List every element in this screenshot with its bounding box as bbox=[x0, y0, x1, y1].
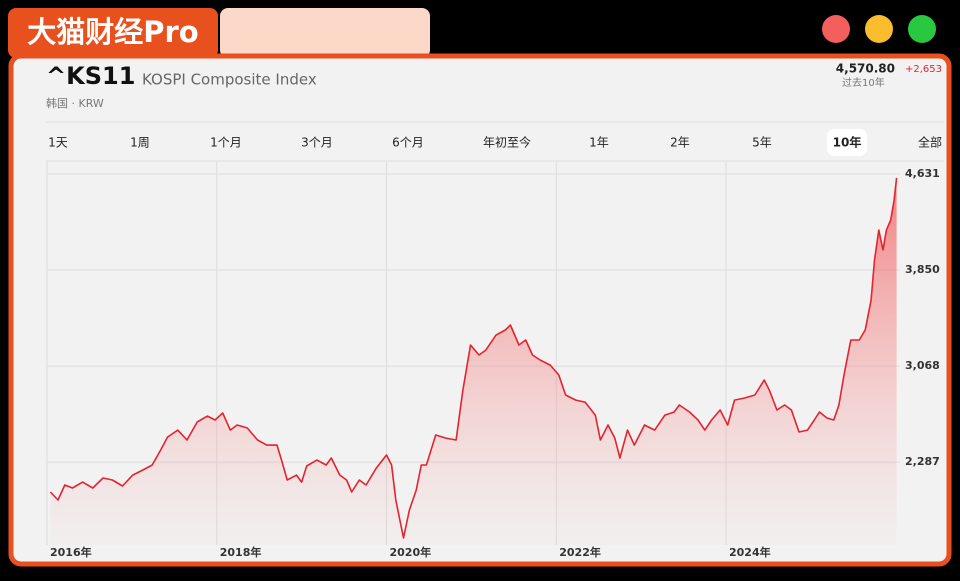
range-tabs: 1天 1周 1个月 3个月 6个月 年初至今 1年 2年 5年 10年 全部 bbox=[48, 129, 942, 156]
chart: 2,287 3,068 3,850 4,631 2016年 2018年 2020年 2022年… bbox=[46, 162, 940, 559]
maximize-button[interactable] bbox=[908, 15, 936, 43]
x-tick-label: 2016年 bbox=[50, 545, 92, 559]
period: 过去10年 bbox=[842, 76, 885, 89]
brand: 大猫财经Pro bbox=[27, 15, 198, 49]
index-name: KOSPI Composite Index bbox=[142, 71, 317, 89]
minimize-button[interactable] bbox=[865, 15, 893, 43]
y-tick-label: 3,068 bbox=[905, 359, 940, 372]
y-tick-label: 4,631 bbox=[905, 167, 940, 180]
range-tab[interactable]: 5年 bbox=[752, 136, 772, 150]
range-tab[interactable]: 1个月 bbox=[210, 136, 242, 150]
range-tab[interactable]: 2年 bbox=[670, 136, 690, 150]
change: +2,653 bbox=[905, 64, 942, 75]
range-tab[interactable]: 全部 bbox=[918, 135, 942, 150]
tab bbox=[220, 8, 430, 58]
range-tab[interactable]: 3个月 bbox=[301, 136, 333, 150]
x-tick-label: 2022年 bbox=[559, 545, 601, 559]
price: 4,570.80 bbox=[836, 62, 895, 76]
brand-badge bbox=[8, 8, 218, 58]
y-tick-label: 3,850 bbox=[905, 263, 940, 276]
range-tab[interactable]: 6个月 bbox=[392, 136, 424, 150]
area bbox=[50, 177, 897, 545]
x-tick-label: 2024年 bbox=[729, 545, 771, 559]
range-tab[interactable]: 1年 bbox=[589, 136, 609, 150]
symbol: ^KS11 bbox=[46, 62, 135, 90]
range-tab[interactable]: 1周 bbox=[130, 136, 150, 150]
y-tick-label: 2,287 bbox=[905, 455, 940, 468]
range-tab[interactable]: 1天 bbox=[48, 136, 68, 150]
x-tick-label: 2018年 bbox=[220, 545, 262, 559]
x-tick-label: 2020年 bbox=[390, 545, 432, 559]
range-tab[interactable]: 年初至今 bbox=[483, 135, 531, 150]
selected-tab-bg bbox=[827, 129, 867, 156]
market: 韩国 · KRW bbox=[46, 96, 104, 110]
price-line bbox=[49, 177, 898, 539]
range-tab[interactable]: 10年 bbox=[833, 135, 862, 150]
close-button[interactable] bbox=[822, 15, 850, 43]
